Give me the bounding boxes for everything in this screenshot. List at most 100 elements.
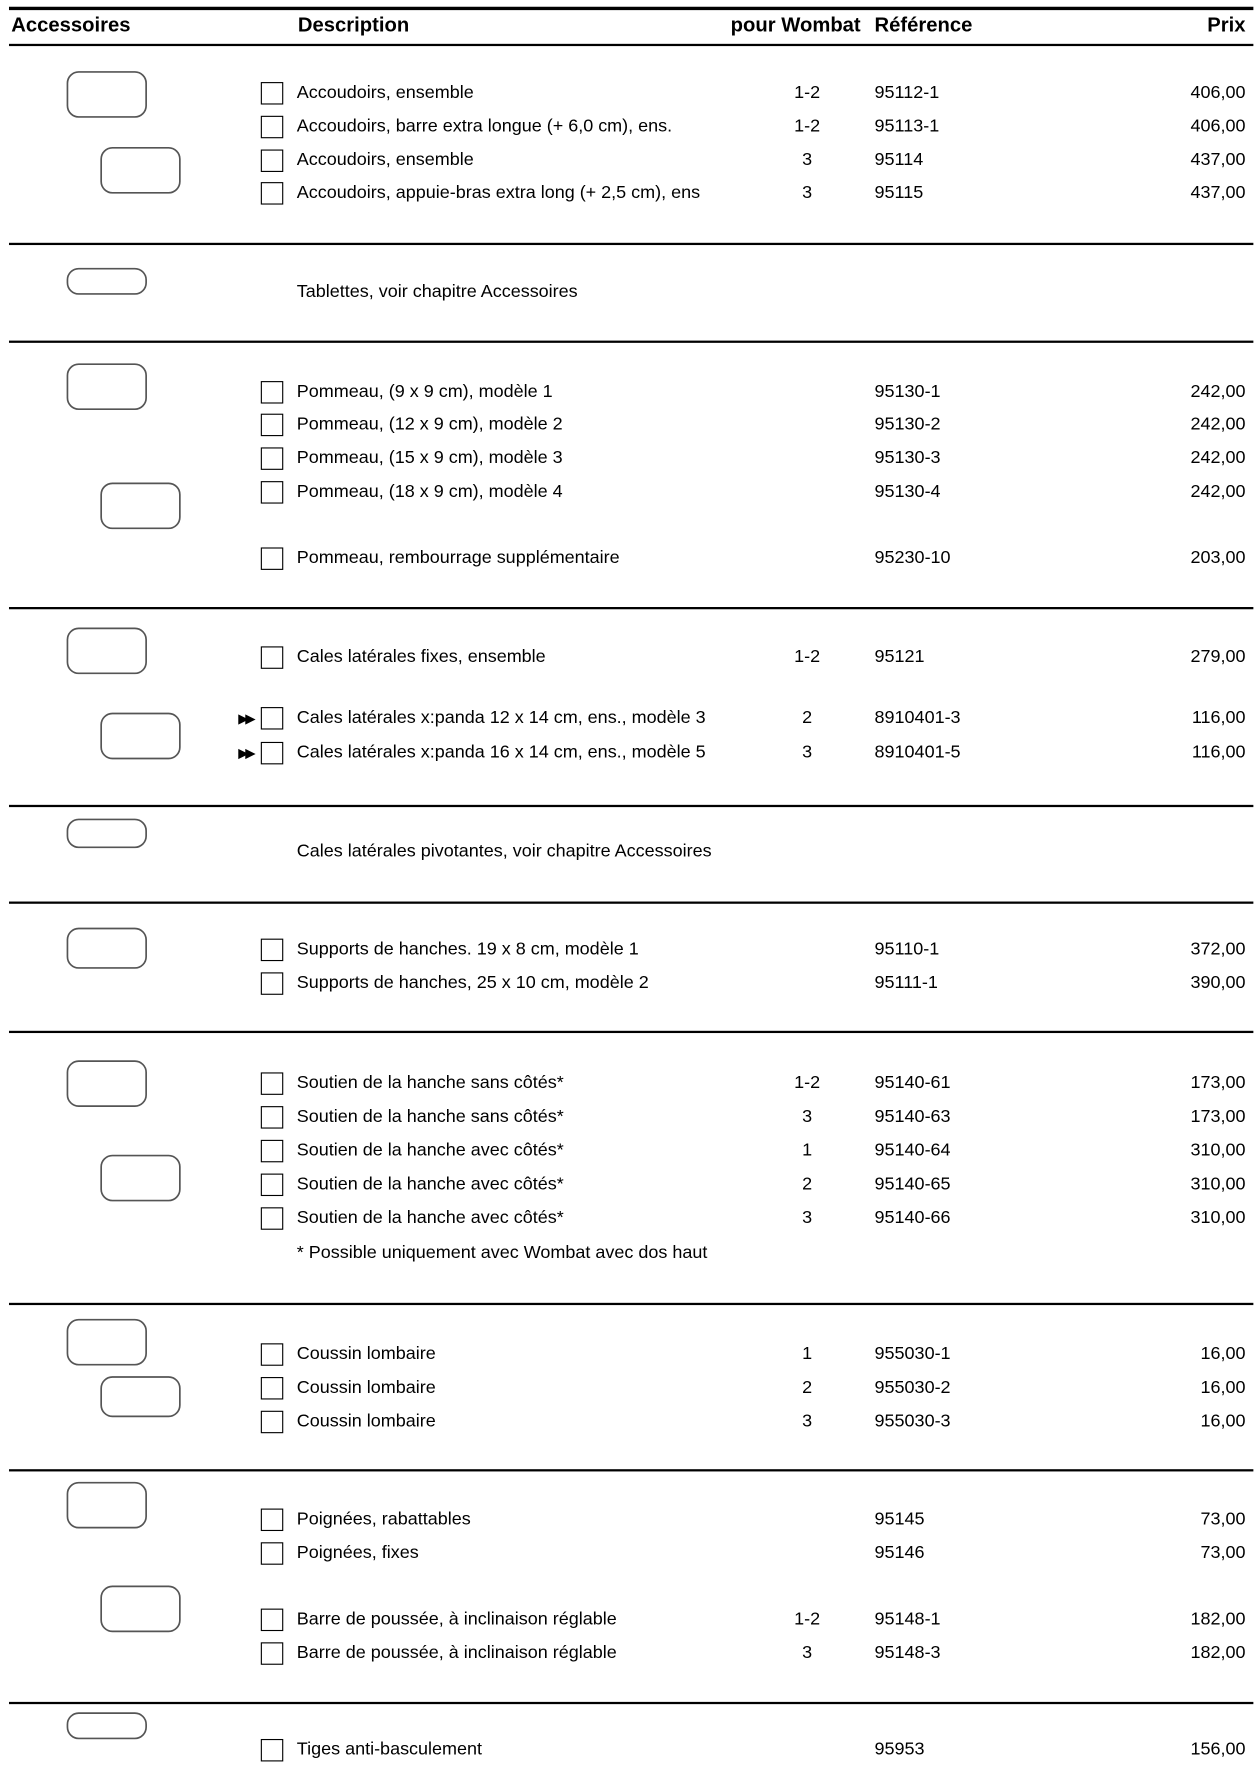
wombat: 1 [802, 1344, 813, 1364]
price: 437,00 [1190, 183, 1246, 203]
price: 279,00 [1190, 647, 1246, 667]
product-illustration [66, 927, 147, 969]
checkbox[interactable] [260, 646, 284, 669]
reference: 95115 [874, 183, 924, 203]
header-price: Prix [1207, 13, 1246, 36]
checkbox[interactable] [260, 1377, 284, 1400]
description: Soutien de la hanche avec côtés* [296, 1140, 564, 1161]
reference: 955030-2 [874, 1378, 951, 1398]
product-illustration [66, 1712, 147, 1740]
product-illustration [66, 267, 147, 295]
product-illustration [66, 1060, 181, 1202]
wombat: 1 [802, 1140, 813, 1161]
description: Accoudoirs, ensemble [296, 150, 474, 170]
checkbox[interactable] [260, 82, 284, 105]
checkbox[interactable] [260, 1738, 284, 1762]
checkbox[interactable] [260, 1343, 284, 1366]
reference: 95146 [874, 1543, 925, 1563]
description: Barre de poussée, à inclinaison réglable [296, 1643, 617, 1663]
description: Pommeau, rembourrage supplémentaire [296, 548, 620, 568]
description: Soutien de la hanche sans côtés* [296, 1107, 564, 1127]
reference: 8910401-3 [874, 708, 961, 728]
price: 16,00 [1200, 1411, 1246, 1431]
price: 182,00 [1190, 1609, 1246, 1629]
description: Accoudoirs, ensemble [296, 83, 474, 103]
price: 310,00 [1190, 1174, 1246, 1194]
price: 310,00 [1190, 1208, 1246, 1228]
reference: 95130-4 [874, 482, 941, 502]
reference: 95953 [874, 1740, 925, 1760]
reference: 95148-1 [874, 1609, 941, 1629]
price: 242,00 [1190, 382, 1246, 402]
reference: 955030-1 [874, 1344, 951, 1364]
description: Pommeau, (9 x 9 cm), modèle 1 [296, 382, 553, 402]
checkbox[interactable] [260, 149, 284, 172]
checkbox[interactable] [260, 381, 284, 404]
checkbox[interactable] [260, 1608, 284, 1632]
wombat: 1-2 [794, 116, 821, 137]
checkbox[interactable] [260, 1139, 284, 1163]
checkbox[interactable] [260, 547, 284, 570]
checkbox[interactable] [260, 1173, 284, 1197]
checkbox[interactable] [260, 1106, 284, 1129]
header-accessories: Accessoires [11, 13, 131, 36]
price: 73,00 [1200, 1543, 1246, 1563]
checkbox[interactable] [260, 1542, 284, 1565]
checkbox[interactable] [260, 115, 284, 139]
description: Supports de hanches. 19 x 8 cm, modèle 1 [296, 939, 639, 959]
reference: 95140-66 [874, 1208, 951, 1228]
reference: 95148-3 [874, 1643, 941, 1663]
description: Poignées, rabattables [296, 1509, 471, 1529]
price: 390,00 [1190, 973, 1246, 993]
checkbox[interactable] [260, 413, 284, 437]
arrow-icon: ▶▶ [238, 710, 256, 727]
wombat: 3 [802, 1208, 813, 1228]
header-rule [8, 43, 1254, 47]
checkbox[interactable] [260, 741, 284, 765]
checkbox[interactable] [260, 972, 284, 995]
price: 242,00 [1190, 482, 1246, 502]
checkbox[interactable] [260, 1072, 284, 1095]
description: Soutien de la hanche avec côtés* [296, 1208, 564, 1228]
description: Pommeau, (15 x 9 cm), modèle 3 [296, 448, 563, 468]
price: 16,00 [1200, 1344, 1246, 1364]
checkbox[interactable] [260, 481, 284, 504]
description: Cales latérales x:panda 16 x 14 cm, ens.… [296, 743, 706, 763]
checkbox[interactable] [260, 1508, 284, 1532]
checkbox[interactable] [260, 1642, 284, 1665]
reference: 95230-10 [874, 548, 951, 568]
checkbox[interactable] [260, 182, 284, 205]
reference: 95140-65 [874, 1174, 951, 1194]
checkbox[interactable] [260, 1410, 284, 1434]
wombat: 3 [802, 150, 813, 170]
description: Pommeau, (12 x 9 cm), modèle 2 [296, 414, 563, 434]
wombat: 3 [802, 1107, 813, 1127]
header-description: Description [297, 13, 410, 36]
product-illustration [66, 363, 181, 530]
description: Barre de poussée, à inclinaison réglable [296, 1609, 617, 1629]
reference: 95112-1 [874, 83, 940, 103]
checkbox[interactable] [260, 1207, 284, 1230]
description: Accoudoirs, barre extra longue (+ 6,0 cm… [296, 116, 673, 137]
footnote: * Possible uniquement avec Wombat avec d… [296, 1243, 708, 1263]
reference: 95140-61 [874, 1073, 951, 1093]
wombat: 2 [802, 1174, 813, 1194]
checkbox[interactable] [260, 707, 284, 730]
product-illustration [66, 627, 181, 760]
price: 156,00 [1190, 1740, 1246, 1760]
reference: 95130-3 [874, 448, 941, 468]
product-illustration [66, 1318, 181, 1418]
price: 203,00 [1190, 548, 1246, 568]
price: 173,00 [1190, 1107, 1246, 1127]
reference: 955030-3 [874, 1411, 951, 1431]
checkbox[interactable] [260, 447, 284, 470]
description: Tiges anti-basculement [296, 1740, 483, 1760]
header-wombat: pour Wombat [730, 13, 861, 36]
price: 73,00 [1200, 1509, 1246, 1529]
header-reference: Référence [874, 13, 973, 36]
checkbox[interactable] [260, 938, 284, 962]
wombat: 3 [802, 743, 813, 763]
price: 310,00 [1190, 1140, 1246, 1161]
